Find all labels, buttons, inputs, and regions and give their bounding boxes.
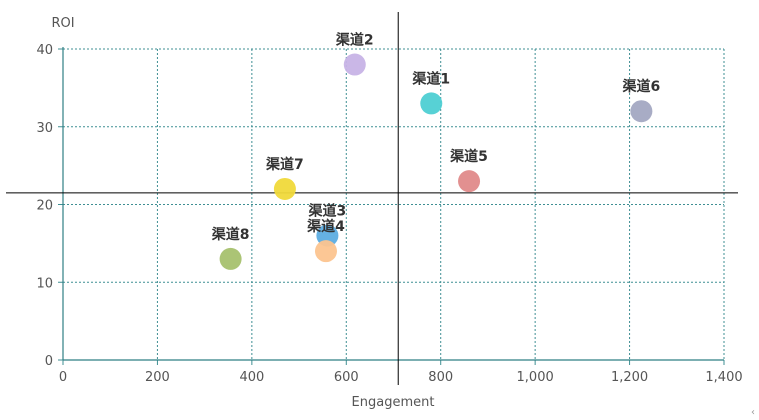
x-tick-label: 1,000 — [517, 370, 554, 385]
y-tick-labels: 0 10 20 30 40 — [36, 43, 53, 369]
data-point-8[interactable] — [219, 247, 242, 270]
x-tick-label: 400 — [239, 370, 264, 385]
point-label-2: 渠道2 — [335, 32, 374, 49]
x-tick-label: 600 — [334, 370, 359, 385]
x-tick-label: 0 — [59, 370, 67, 385]
y-axis-title: ROI — [51, 16, 74, 31]
reference-lines — [6, 12, 738, 385]
y-tick-label: 10 — [36, 276, 53, 291]
point-label-8: 渠道8 — [211, 226, 250, 243]
data-point-5[interactable] — [458, 170, 481, 193]
point-label-3: 渠道3 — [308, 203, 347, 220]
y-tick-label: 0 — [45, 354, 53, 369]
x-tick-label: 1,400 — [705, 370, 742, 385]
collapse-chevron-icon[interactable]: ‹ — [751, 407, 755, 418]
axes — [58, 47, 725, 365]
point-label-7: 渠道7 — [265, 156, 304, 173]
x-tick-label: 800 — [428, 370, 453, 385]
x-axis-title: Engagement — [352, 395, 435, 410]
data-point-2[interactable] — [343, 53, 366, 76]
point-label-5: 渠道5 — [449, 148, 488, 165]
point-label-6: 渠道6 — [622, 78, 661, 95]
data-point-6[interactable] — [630, 100, 653, 123]
point-label-4: 渠道4 — [306, 218, 345, 235]
y-tick-label: 40 — [36, 43, 53, 58]
data-point-7[interactable] — [273, 177, 296, 200]
y-tick-label: 20 — [36, 199, 53, 214]
data-point-4[interactable] — [314, 240, 337, 263]
x-tick-label: 200 — [145, 370, 170, 385]
x-tick-labels: 0 200 400 600 800 1,000 1,200 1,400 — [59, 370, 743, 385]
data-point-1[interactable] — [420, 92, 443, 115]
x-tick-label: 1,200 — [611, 370, 648, 385]
data-points — [219, 53, 653, 270]
y-tick-label: 30 — [36, 121, 53, 136]
point-label-1: 渠道1 — [411, 70, 450, 87]
grid-lines — [63, 48, 725, 360]
